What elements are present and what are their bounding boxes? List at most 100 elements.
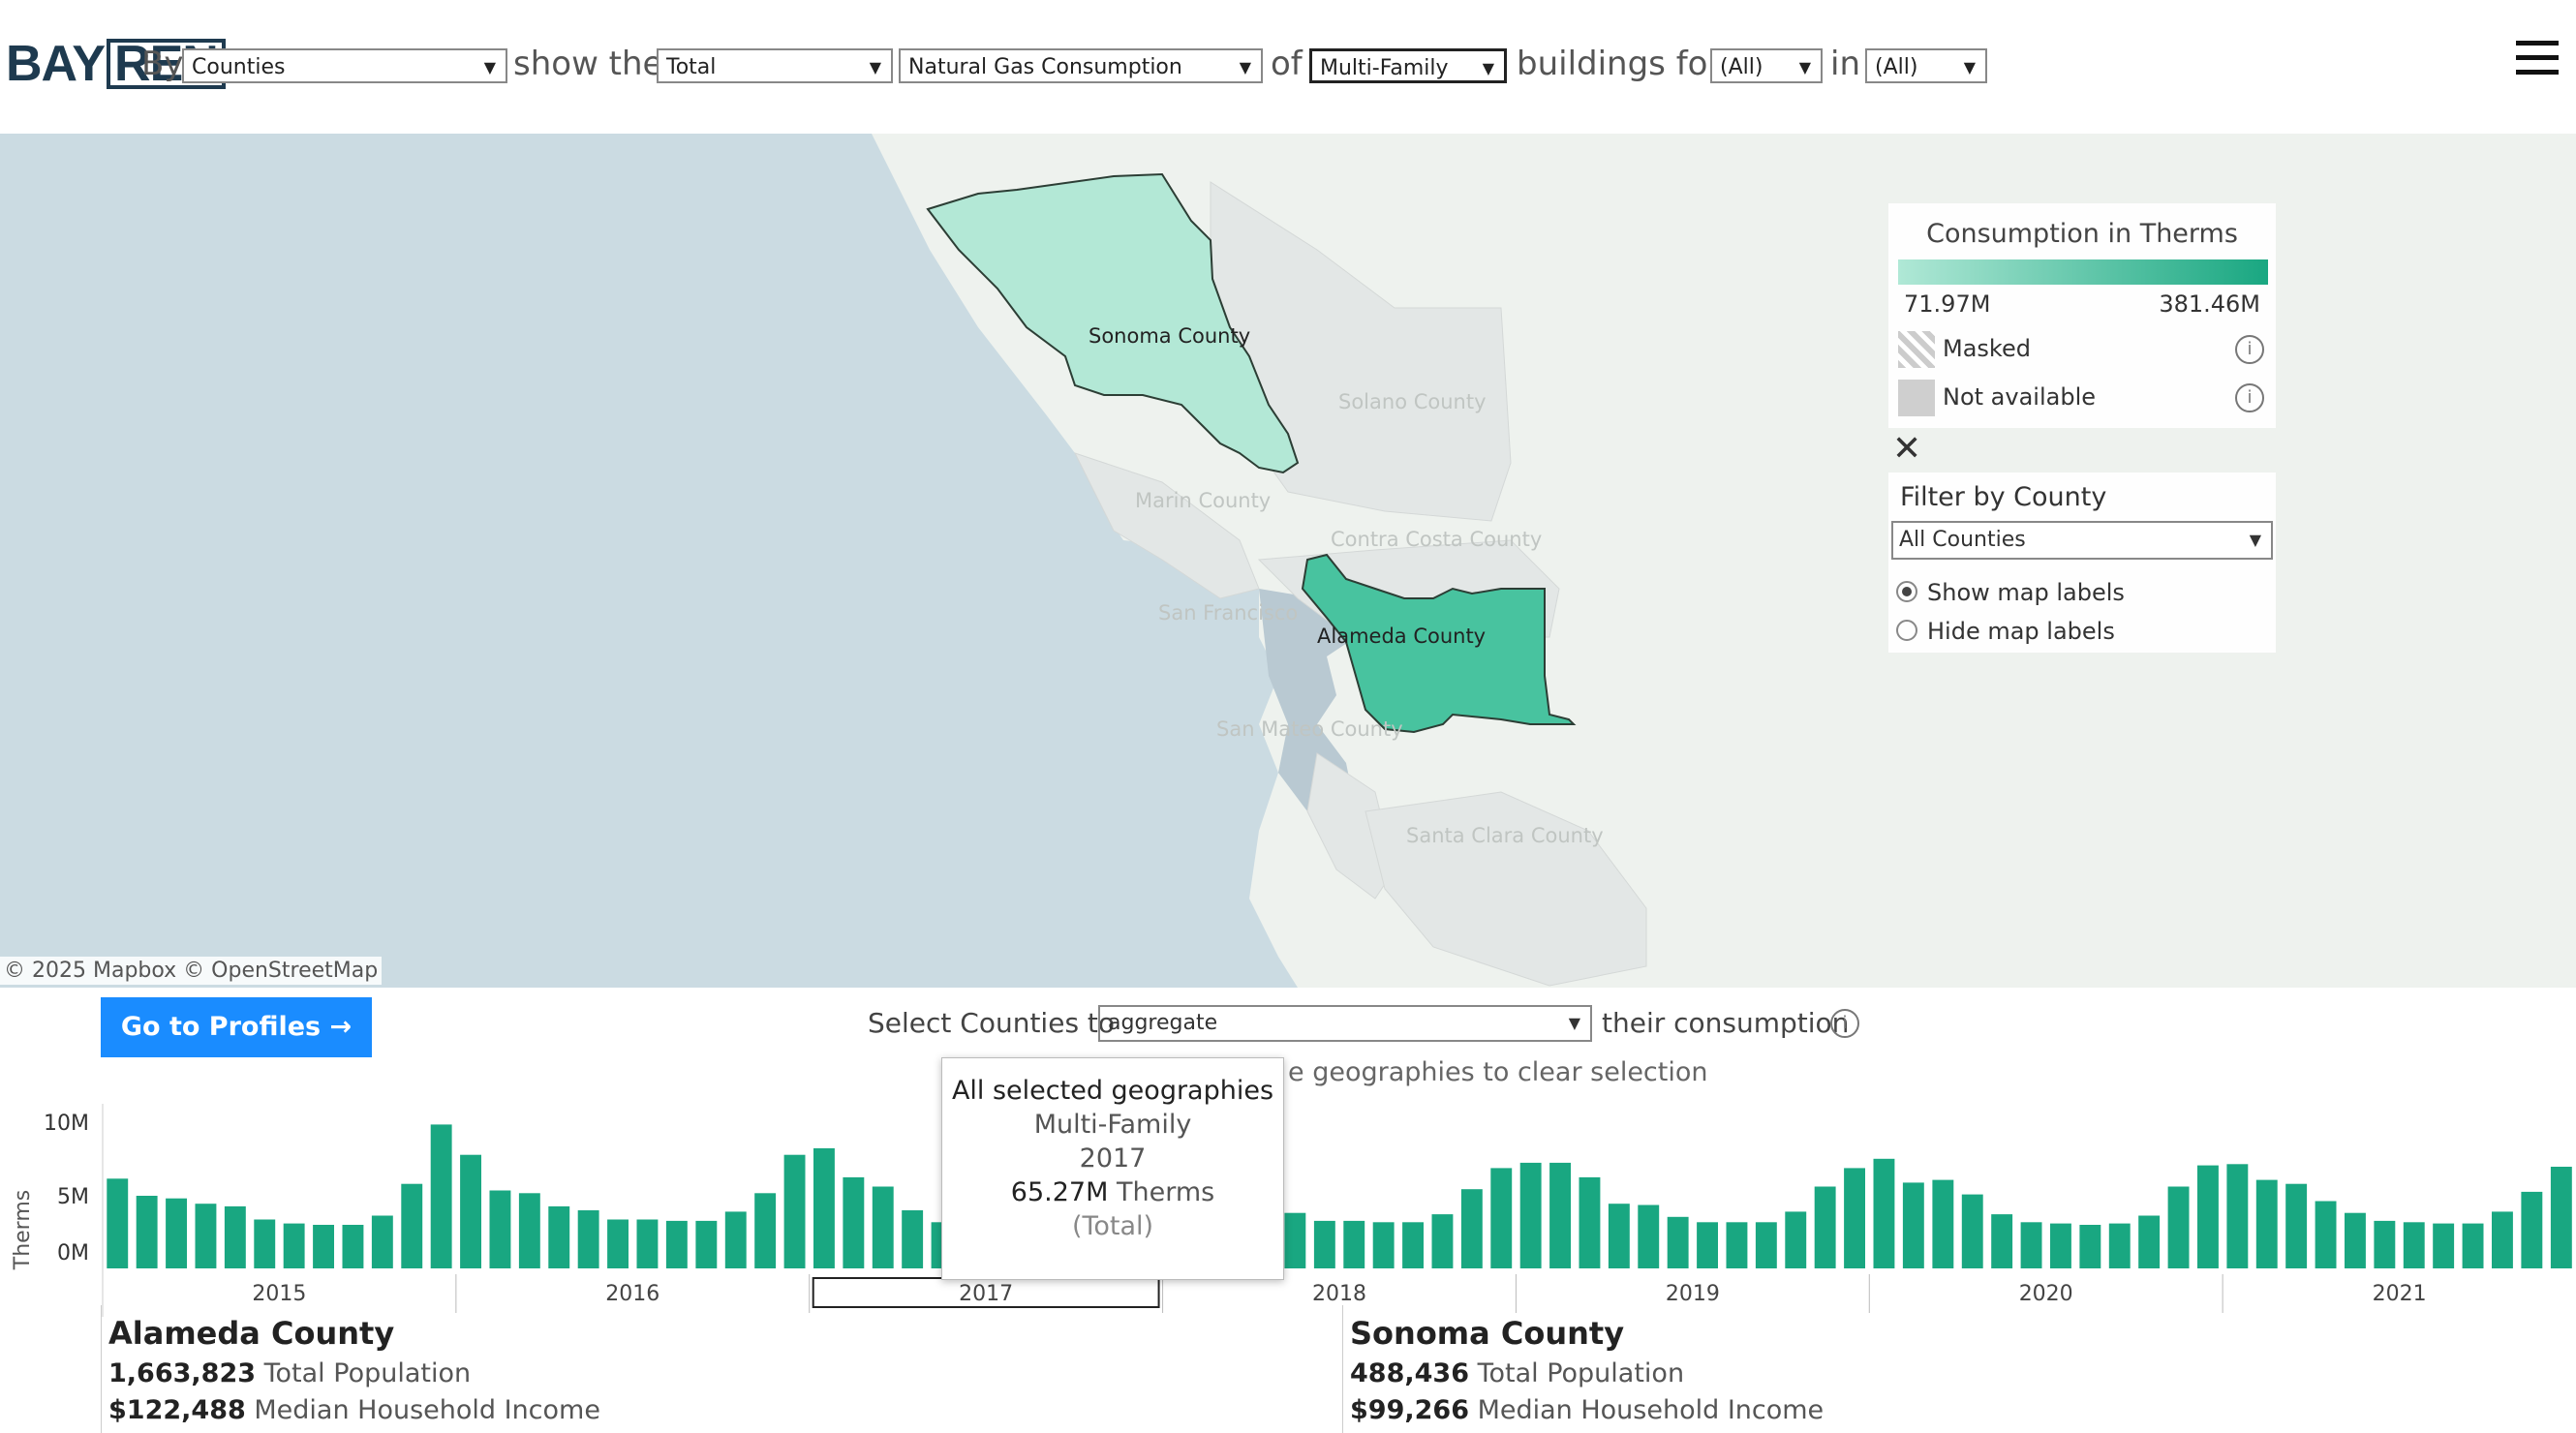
chart-bar[interactable] (2285, 1183, 2308, 1268)
chart-bar[interactable] (1402, 1222, 1424, 1268)
alameda-county-shape[interactable] (1301, 553, 1577, 734)
chart-bar[interactable] (518, 1193, 540, 1268)
chart-bar[interactable] (1932, 1179, 1954, 1268)
chart-bar[interactable] (665, 1220, 688, 1268)
chart-bar[interactable] (783, 1154, 806, 1268)
geography-select[interactable]: Counties ▼ (182, 48, 507, 83)
sector-select[interactable]: (All) ▼ (1710, 48, 1823, 83)
chart-bar[interactable] (2255, 1179, 2278, 1268)
chart-bar[interactable] (371, 1215, 393, 1269)
chart-bar[interactable] (1638, 1204, 1660, 1269)
chart-bar[interactable] (1608, 1204, 1630, 1268)
hamburger-menu-icon[interactable] (2516, 41, 2559, 76)
metric-select[interactable]: Natural Gas Consumption ▼ (899, 48, 1263, 83)
chart-bar[interactable] (2462, 1223, 2484, 1268)
chart-bar[interactable] (254, 1219, 276, 1269)
chart-bar[interactable] (2315, 1201, 2337, 1269)
chart-bar[interactable] (872, 1186, 894, 1269)
chart-bar[interactable] (636, 1219, 659, 1269)
go-to-profiles-button[interactable]: Go to Profiles → (101, 997, 372, 1057)
chart-bar[interactable] (1313, 1220, 1335, 1268)
year-tick-label[interactable]: 2016 (605, 1282, 659, 1306)
chart-bar[interactable] (1579, 1176, 1601, 1268)
chart-bar[interactable] (1343, 1220, 1365, 1268)
chart-bar[interactable] (695, 1220, 718, 1268)
chart-bar[interactable] (724, 1211, 747, 1268)
chart-bar[interactable] (813, 1147, 835, 1268)
chart-bar[interactable] (2492, 1211, 2513, 1268)
chart-bar[interactable] (1726, 1222, 1748, 1268)
year-tick-label[interactable]: 2021 (2373, 1282, 2427, 1306)
chart-bar[interactable] (1991, 1214, 2013, 1268)
chart-bar[interactable] (401, 1183, 423, 1268)
chart-bar[interactable] (2521, 1191, 2543, 1268)
chart-bar[interactable] (107, 1178, 129, 1268)
chart-bar[interactable] (2550, 1167, 2572, 1268)
chart-bar[interactable] (2108, 1223, 2131, 1268)
chart-bar[interactable] (430, 1124, 452, 1268)
aggregate-select[interactable]: Total ▼ (657, 48, 893, 83)
chart-bar[interactable] (460, 1154, 481, 1268)
chart-bar[interactable] (2079, 1225, 2101, 1268)
info-icon[interactable]: i (2235, 383, 2264, 412)
chart-bar[interactable] (136, 1196, 158, 1268)
san-mateo-county-shape[interactable] (1306, 752, 1395, 899)
chart-bar[interactable] (2138, 1215, 2161, 1269)
chart-bar[interactable] (166, 1198, 187, 1268)
chart-canvas[interactable]: Therms 10M 5M 0M 2015 2016 2017 2018 2019 202… (0, 1084, 2576, 1317)
chart-bar[interactable] (1519, 1162, 1542, 1268)
consumption-bar-chart[interactable]: Therms 10M 5M 0M 2015 2016 2017 2018 2019 202… (0, 1084, 2576, 1317)
chart-bar[interactable] (1697, 1222, 1718, 1268)
chart-bar[interactable] (2050, 1223, 2071, 1268)
chart-bar[interactable] (2020, 1222, 2042, 1268)
county-filter-select[interactable]: All Counties ▼ (1891, 521, 2273, 560)
bayren-logo[interactable]: BAY REN (6, 35, 226, 93)
chart-bar[interactable] (754, 1193, 777, 1268)
chart-bar[interactable] (2433, 1223, 2455, 1268)
chart-bar[interactable] (1284, 1212, 1306, 1268)
chart-bar[interactable] (2374, 1220, 2396, 1268)
santa-clara-county-shape[interactable] (1365, 791, 1647, 987)
chart-bar[interactable] (548, 1205, 570, 1268)
chart-bar[interactable] (1902, 1182, 1924, 1268)
chart-bar[interactable] (1844, 1168, 1865, 1268)
chart-bar[interactable] (1490, 1168, 1513, 1268)
chart-bar[interactable] (489, 1190, 511, 1269)
chart-bar[interactable] (1460, 1189, 1483, 1268)
chart-bar[interactable] (2197, 1165, 2219, 1268)
year-tick-label[interactable]: 2019 (1666, 1282, 1720, 1306)
chart-bar[interactable] (2167, 1186, 2190, 1269)
chart-bar[interactable] (313, 1225, 334, 1268)
year-tick-label[interactable]: 2015 (252, 1282, 306, 1306)
info-icon[interactable]: i (1830, 1009, 1859, 1038)
aggregate-mode-select[interactable]: aggregate ▼ (1098, 1005, 1592, 1042)
hide-labels-radio[interactable]: Hide map labels (1896, 616, 2115, 647)
chart-bar[interactable] (1873, 1158, 1895, 1268)
sonoma-county-shape[interactable] (926, 172, 1300, 474)
chart-bar[interactable] (902, 1210, 924, 1268)
chart-bar[interactable] (577, 1210, 599, 1268)
chart-bar[interactable] (843, 1176, 865, 1268)
marin-county-shape[interactable] (1074, 452, 1260, 599)
year-tick-label[interactable]: 2017 (959, 1282, 1013, 1306)
chart-bar[interactable] (1755, 1222, 1777, 1268)
chart-bar[interactable] (2345, 1212, 2366, 1268)
chart-bar[interactable] (195, 1204, 217, 1268)
chart-bar[interactable] (1961, 1194, 1983, 1268)
chart-bar[interactable] (1549, 1162, 1571, 1268)
show-labels-radio[interactable]: Show map labels (1896, 577, 2125, 608)
chart-bar[interactable] (2403, 1222, 2425, 1268)
chart-bar[interactable] (1431, 1214, 1454, 1268)
chart-bar[interactable] (1785, 1211, 1807, 1268)
chart-bar[interactable] (1667, 1216, 1689, 1268)
chart-bar[interactable] (1814, 1186, 1836, 1269)
close-icon[interactable]: ✕ (1892, 429, 1922, 469)
chart-bar[interactable] (1372, 1222, 1395, 1268)
building-type-select[interactable]: Multi-Family ▼ (1309, 48, 1507, 83)
chart-bar[interactable] (2226, 1164, 2249, 1268)
info-icon[interactable]: i (2235, 335, 2264, 364)
year-tick-label[interactable]: 2020 (2019, 1282, 2073, 1306)
chart-bar[interactable] (607, 1219, 629, 1269)
year-tick-label[interactable]: 2018 (1312, 1282, 1366, 1306)
chart-bar[interactable] (224, 1205, 246, 1268)
